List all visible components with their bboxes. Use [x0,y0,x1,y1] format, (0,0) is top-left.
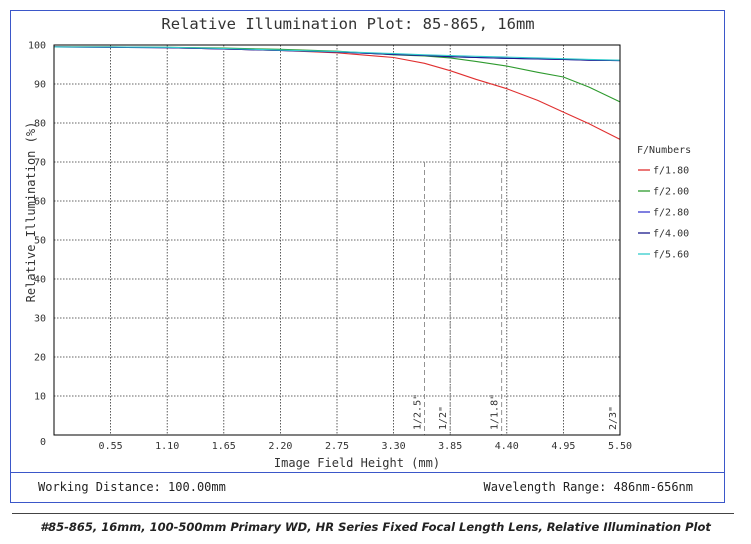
y-tick-label: 20 [34,353,46,364]
x-tick-label: 4.95 [551,441,575,452]
footer-divider [10,472,725,473]
origin-label: 0 [40,437,46,448]
y-tick-label: 50 [34,236,46,247]
plot-frame [10,10,725,503]
y-tick-label: 100 [28,41,46,52]
y-tick-label: 80 [34,119,46,130]
sensor-marker-label: 2/3" [608,406,619,430]
wavelength-range-text: Wavelength Range: 486nm-656nm [483,480,693,494]
y-axis-label: Relative Illumination (%) [24,122,38,303]
legend-title: F/Numbers [637,145,691,156]
series-line [54,46,621,61]
legend-label: f/2.80 [653,208,689,219]
x-tick-label: 1.10 [155,441,179,452]
x-tick-label: 5.50 [608,441,632,452]
working-distance-text: Working Distance: 100.00mm [38,480,226,494]
y-tick-label: 40 [34,275,46,286]
sensor-marker-label: 1/2" [438,406,449,430]
legend-label: f/4.00 [653,229,689,240]
sensor-marker-label: 1/1.8" [490,394,501,430]
y-tick-label: 10 [34,392,46,403]
x-tick-label: 3.85 [438,441,462,452]
plot-area-border [53,44,621,436]
legend: F/Numbers f/1.80 f/2.00 f/2.80 f/4.00 f/5.60 [637,145,691,261]
x-axis-label: Image Field Height (mm) [274,456,440,470]
x-tick-label: 2.75 [325,441,349,452]
grid-lines [54,44,621,435]
x-tick-label: 1.65 [212,441,236,452]
sensor-marker-label: 1/2.5" [412,394,423,430]
legend-label: f/5.60 [653,250,689,261]
series-lines [53,46,621,140]
y-tick-label: 70 [34,158,46,169]
y-tick-label: 30 [34,314,46,325]
tick-labels: 10 20 30 40 50 60 70 80 90 100 0 0.55 1.10 1.65 2.20 2.… [28,41,632,453]
x-tick-label: 0.55 [99,441,123,452]
y-tick-label: 60 [34,197,46,208]
x-tick-label: 4.40 [495,441,519,452]
caption-divider [12,513,734,514]
chart-title: Relative Illumination Plot: 85-865, 16mm [161,15,534,33]
y-tick-label: 90 [34,80,46,91]
legend-label: f/2.00 [653,187,689,198]
sensor-markers: 1/2.5" 1/2" 1/1.8" 2/3" [412,162,621,435]
figure-caption: #85-865, 16mm, 100-500mm Primary WD, HR … [40,520,711,534]
x-tick-label: 2.20 [268,441,292,452]
x-tick-label: 3.30 [382,441,406,452]
legend-label: f/1.80 [653,166,689,177]
